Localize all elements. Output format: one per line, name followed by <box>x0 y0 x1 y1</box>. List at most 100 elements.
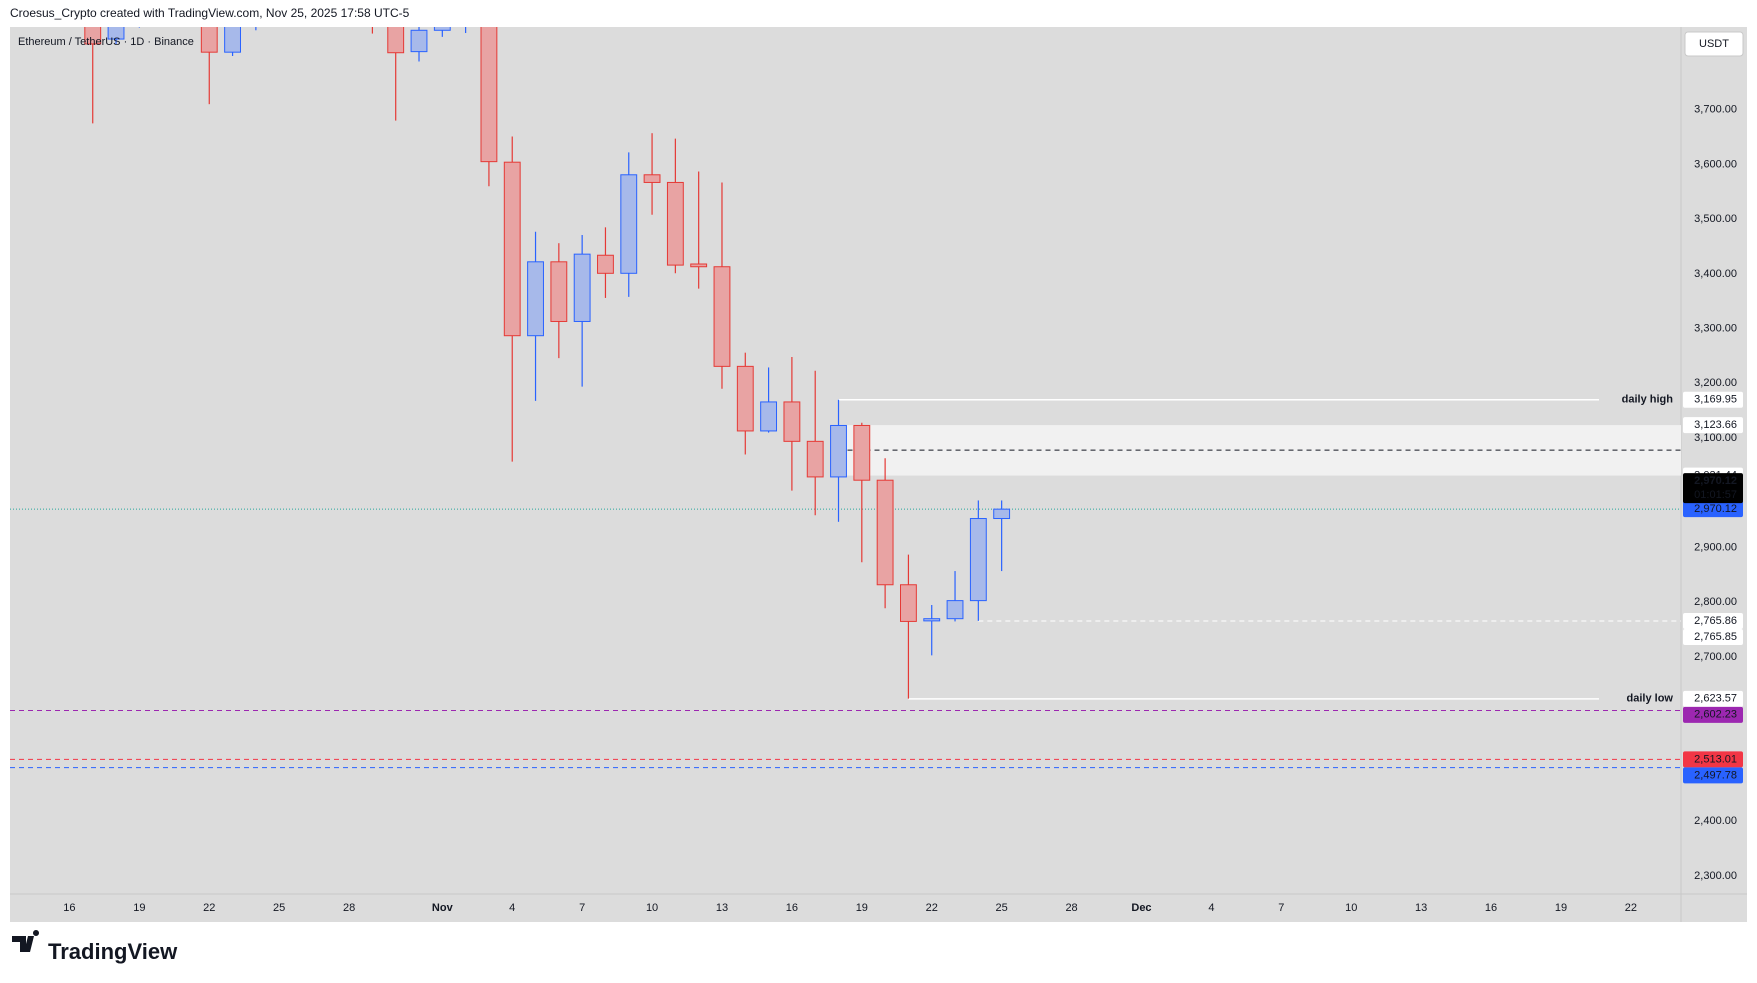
price-label: 2,623.57 <box>1694 693 1737 705</box>
x-tick-label: 22 <box>1625 902 1637 914</box>
candle-body <box>643 174 661 183</box>
x-tick-label: 16 <box>63 902 75 914</box>
x-tick-label: 25 <box>996 902 1008 914</box>
price-label-box <box>1683 767 1743 784</box>
candle-body <box>760 401 778 432</box>
y-tick-label: 3,200.00 <box>1694 377 1737 389</box>
x-tick-label: 25 <box>273 902 285 914</box>
candle-body <box>620 174 638 274</box>
candle-body <box>900 584 917 622</box>
x-tick-label: Nov <box>432 902 454 914</box>
candle-body <box>387 27 405 54</box>
candle-body <box>853 424 871 481</box>
x-tick-label: 22 <box>926 902 938 914</box>
price-label: 2,602.23 <box>1694 709 1737 721</box>
price-label-box <box>1683 417 1743 434</box>
candle-body <box>458 0 474 6</box>
y-tick-label: 2,300.00 <box>1694 870 1737 882</box>
x-tick-label: 4 <box>1208 902 1214 914</box>
price-label: 2,765.86 <box>1694 615 1737 627</box>
x-tick-label: 10 <box>646 902 658 914</box>
x-tick-label: Dec <box>1131 902 1151 914</box>
price-label-box <box>1683 751 1743 768</box>
y-tick-label: 3,300.00 <box>1694 322 1737 334</box>
candle-body <box>830 424 847 478</box>
brand-logo <box>12 929 40 952</box>
candle-body <box>480 27 498 163</box>
price-label: 3,123.66 <box>1694 419 1737 431</box>
x-tick-label: 16 <box>1485 902 1497 914</box>
y-tick-label: 3,700.00 <box>1694 104 1737 116</box>
header: Croesus_Crypto created with TradingView.… <box>10 6 410 20</box>
candle-body <box>573 253 591 322</box>
y-tick-label: 3,500.00 <box>1694 213 1737 225</box>
x-tick-label: 28 <box>343 902 355 914</box>
countdown: 01:01:57 <box>1694 489 1737 501</box>
price-label: 2,970.12 <box>1694 503 1737 515</box>
x-tick-label: 10 <box>1345 902 1357 914</box>
price-label-box <box>1683 690 1743 707</box>
x-tick-label: 19 <box>1555 902 1567 914</box>
price-label: 3,169.95 <box>1694 394 1737 406</box>
x-tick-label: 7 <box>579 902 585 914</box>
plot-area <box>10 0 1681 769</box>
price-label-box <box>1683 501 1743 518</box>
y-tick-label: 3,100.00 <box>1694 432 1737 444</box>
price-label: 2,513.01 <box>1694 753 1737 765</box>
x-tick-label: 22 <box>203 902 215 914</box>
y-tick-label: 3,400.00 <box>1694 268 1737 280</box>
x-tick-label: 4 <box>509 902 515 914</box>
brand-name: TradingView <box>48 939 178 964</box>
candle-body <box>713 266 731 367</box>
y-tick-label: 2,900.00 <box>1694 541 1737 553</box>
price-label: 2,765.85 <box>1694 631 1737 643</box>
candle-body <box>131 0 147 6</box>
x-tick-label: 16 <box>786 902 798 914</box>
countdown-box <box>1683 473 1743 504</box>
countdown-price: 2,970.12 <box>1694 475 1737 487</box>
currency-label[interactable]: USDT <box>1699 38 1729 50</box>
level-text: daily low <box>1627 693 1674 705</box>
candle-body <box>946 600 964 620</box>
x-tick-label: 28 <box>1065 902 1077 914</box>
price-label-box <box>1683 706 1743 723</box>
candle-body <box>806 440 824 478</box>
candle-body <box>200 27 218 53</box>
price-label: 2,497.78 <box>1694 769 1737 781</box>
price-label-box <box>1683 628 1743 645</box>
candle-body <box>736 365 754 432</box>
candle-body <box>597 254 614 274</box>
x-tick-label: 13 <box>716 902 728 914</box>
candle-body <box>527 261 544 337</box>
y-tick-label: 3,600.00 <box>1694 158 1737 170</box>
y-tick-label: 2,700.00 <box>1694 651 1737 663</box>
candle-body <box>503 161 521 337</box>
candle-body <box>224 27 241 53</box>
candle-body <box>410 29 428 53</box>
x-tick-label: 19 <box>856 902 868 914</box>
x-tick-label: 7 <box>1278 902 1284 914</box>
candle-body <box>923 618 941 622</box>
y-tick-label: 2,800.00 <box>1694 596 1737 608</box>
candle-body <box>969 518 987 602</box>
candle-body <box>690 263 708 268</box>
candle-body <box>550 261 568 322</box>
candle-body <box>666 181 684 266</box>
price-label-box <box>1683 391 1743 408</box>
price-label-box <box>1683 612 1743 629</box>
level-text: daily high <box>1622 394 1674 406</box>
candle-body <box>876 479 894 586</box>
y-tick-label: 2,400.00 <box>1694 815 1737 827</box>
axes: 16 19 22 25 28 Nov 4 7 10 13 16 19 22 25 28 Dec 4 7 10 13 16… <box>63 104 1743 914</box>
candle-body <box>993 508 1011 520</box>
chart-title: Ethereum / TetherUS · 1D · Binance <box>18 36 194 48</box>
candle-body <box>783 401 801 442</box>
x-tick-label: 19 <box>133 902 145 914</box>
candle-body <box>433 27 451 31</box>
currency-button[interactable] <box>1684 31 1744 57</box>
candle-body <box>84 27 102 45</box>
candle-body <box>107 27 125 40</box>
x-tick-label: 13 <box>1415 902 1427 914</box>
